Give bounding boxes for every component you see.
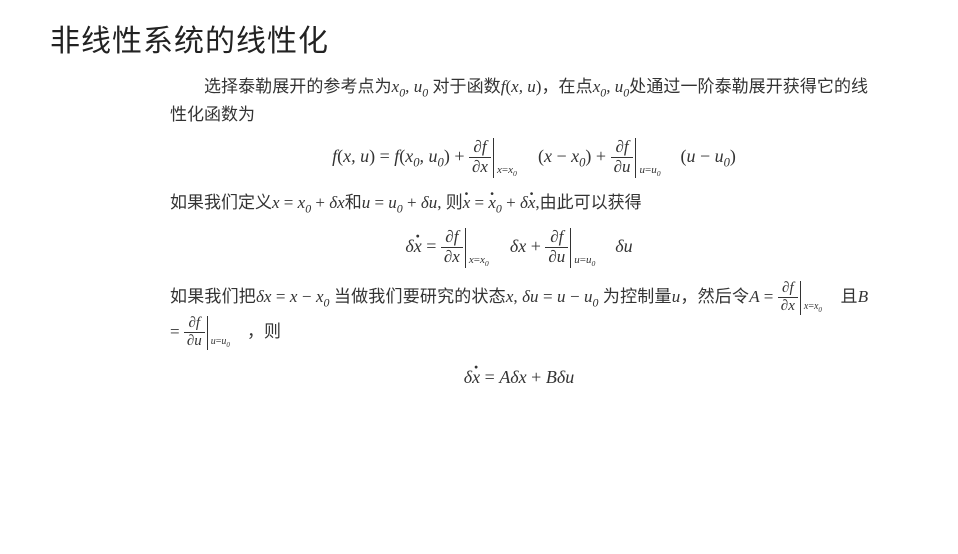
equation-1: f(x, u) = f(x0, u0) + ∂f ∂x x=x0 (x − x0…	[200, 138, 868, 178]
eq1-xx0: (x − x0)	[538, 146, 591, 166]
eq2-du: δu	[615, 236, 632, 256]
p2-math-xdef: x = x0 + δx	[272, 193, 345, 212]
p2-text-a: 如果我们定义	[170, 193, 272, 212]
paragraph-1: 选择泰勒展开的参考点为x0, u0 对于函数f(x, u)，在点x0, u0处通…	[170, 74, 868, 128]
p1-text-b: 对于函数	[433, 77, 501, 96]
eq2-eval-x: x=x0	[465, 228, 466, 268]
p3-text-f: ，则	[247, 322, 281, 341]
eq2-eval-u: u=u0	[570, 228, 571, 268]
p3-math-u: u	[672, 287, 681, 306]
p2-math-udef: u = u0 + δu	[362, 193, 438, 212]
p3-text-a: 如果我们把	[170, 287, 256, 306]
eq1-lhs: f(x, u)	[332, 146, 375, 166]
p3-math-dudef: δu = u − u0	[522, 287, 598, 306]
p3-math-dxdef: δx = x − x0	[256, 287, 329, 306]
eq2-lhs: δx	[405, 236, 421, 256]
p2-text-d: ,由此可以获得	[535, 193, 641, 212]
eq1-uu0: (u − u0)	[680, 146, 735, 166]
p1-math-x0u0b: x0, u0	[593, 77, 630, 96]
p2-text-c: , 则	[437, 193, 463, 212]
eq1-dfdu: ∂f ∂u	[611, 138, 634, 176]
p1-text-a: 选择泰勒展开的参考点为	[204, 77, 392, 96]
p1-math-x0u0: x0, u0	[392, 77, 429, 96]
equation-2: δx = ∂f ∂x x=x0 δx + ∂f ∂u u=u0 δu	[170, 228, 868, 268]
p3-text-e: 且	[840, 287, 857, 306]
p1-math-fxu: f(x, u)	[501, 77, 542, 96]
page-title: 非线性系统的线性化	[50, 16, 958, 60]
eq1-eval-u: u=u0	[635, 138, 636, 178]
p3-text-b: 当做我们要研究的状态	[334, 287, 506, 306]
eq1-dfdx: ∂f ∂x	[469, 138, 491, 176]
p3-text-d: ，然后令	[680, 287, 749, 306]
p3-text-c: 为控制量	[598, 287, 671, 306]
eq2-dx: δx	[510, 236, 526, 256]
eq2-dfdu: ∂f ∂u	[545, 228, 568, 266]
paragraph-3: 如果我们把δx = x − x0 当做我们要研究的状态x, δu = u − u…	[170, 280, 868, 350]
eq2-dfdx: ∂f ∂x	[441, 228, 463, 266]
eq1-eval-x: x=x0	[493, 138, 494, 178]
content-area: 选择泰勒展开的参考点为x0, u0 对于函数f(x, u)，在点x0, u0处通…	[170, 74, 868, 392]
p3-math-x: x	[506, 287, 514, 306]
paragraph-2: 如果我们定义x = x0 + δx和u = u0 + δu, 则x = x0 +…	[170, 190, 868, 218]
equation-3: δx = Aδx + Bδu	[170, 364, 868, 392]
p2-text-b: 和	[345, 193, 362, 212]
p1-text-c: ，在点	[541, 77, 592, 96]
p2-math-xdot: x = x0 + δx	[463, 193, 536, 212]
eq1-fx0u0: f(x0, u0)	[394, 146, 450, 166]
p3-math-A: A = ∂f ∂x x=x0	[749, 287, 806, 306]
